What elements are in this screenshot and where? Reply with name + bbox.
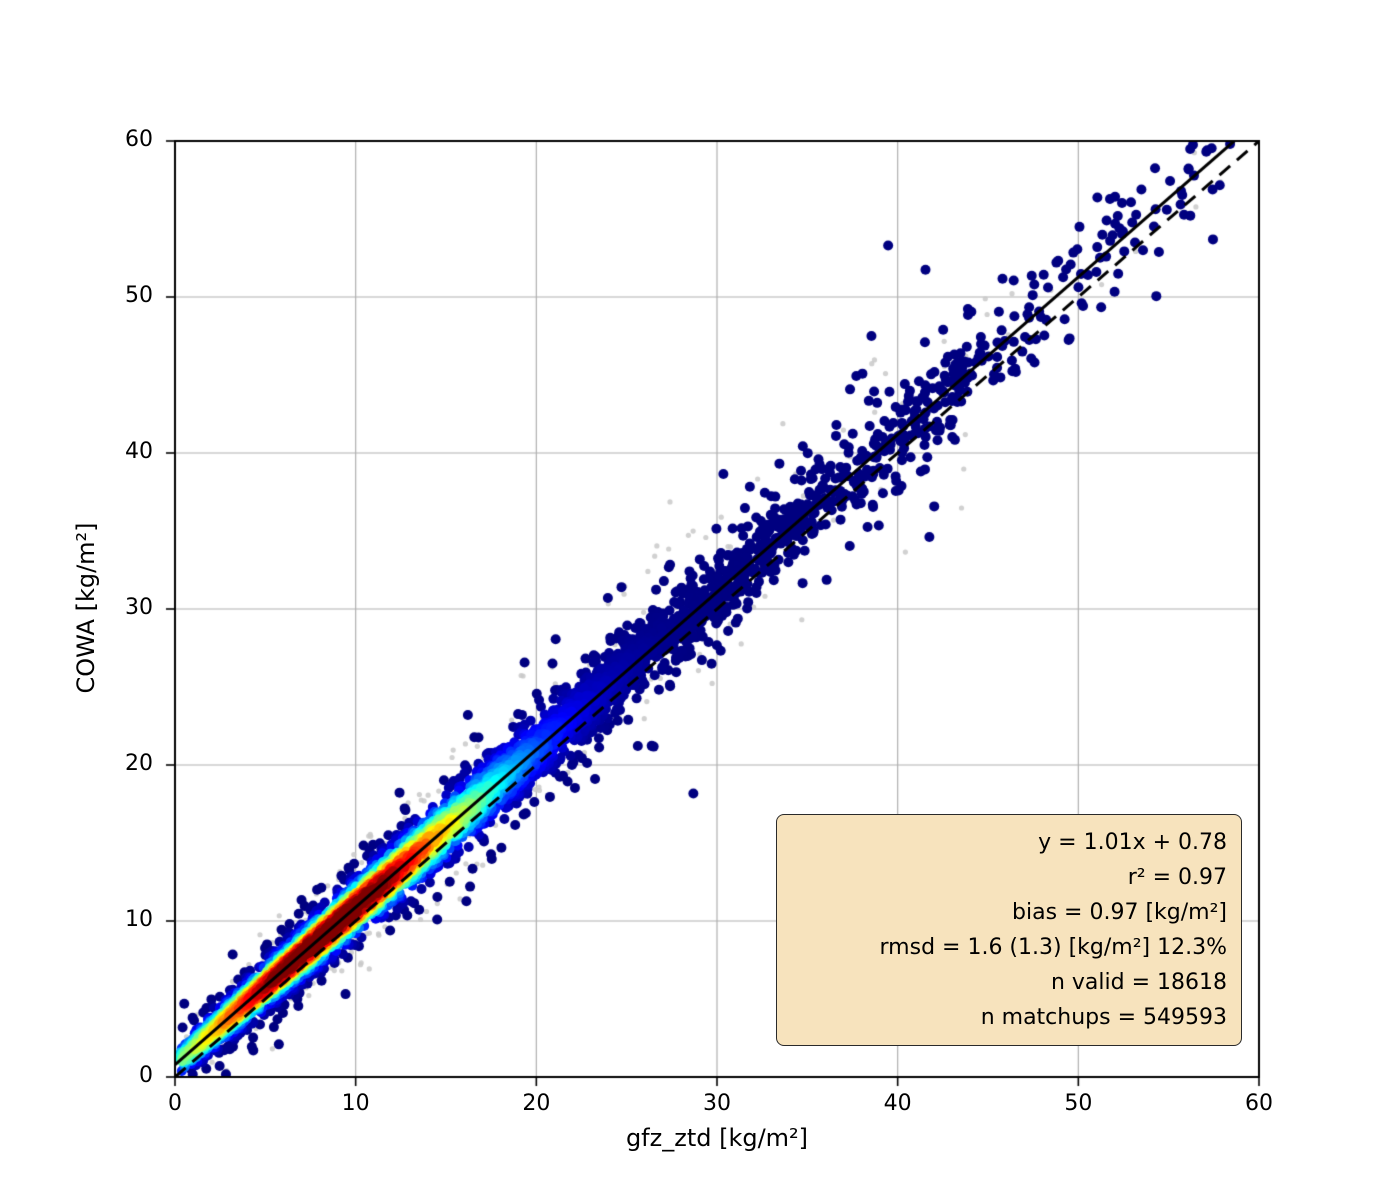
scatter-figure: gfz_ztd [kg/m²] COWA [kg/m²] y = 1.01x +… (0, 0, 1400, 1200)
scatter-plot-canvas (0, 0, 1400, 1200)
